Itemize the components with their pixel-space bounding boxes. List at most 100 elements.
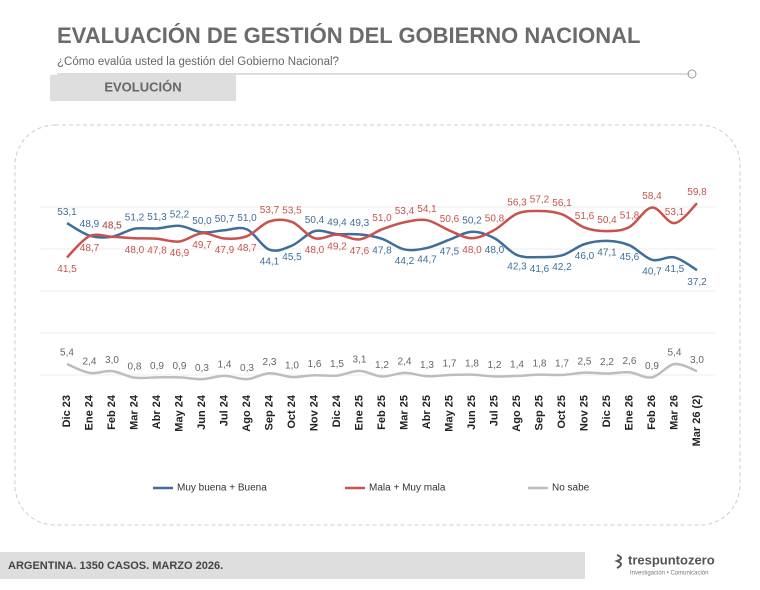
series-line [66, 222, 698, 272]
data-label: 52,2 [170, 209, 190, 220]
x-tick-label: Jun 24 [196, 394, 208, 430]
x-tick-label: Mar 26 [668, 395, 680, 430]
data-label: 53,1 [665, 207, 685, 218]
logo-mark [614, 554, 622, 569]
data-label: 46,0 [575, 251, 595, 262]
data-label: 54,1 [417, 204, 437, 215]
data-label: 5,4 [668, 348, 682, 359]
x-tick-label: Ene 25 [353, 395, 365, 430]
data-label: 41,5 [665, 264, 685, 275]
x-tick-label: Jul 24 [218, 394, 230, 426]
data-label: 3,0 [105, 355, 119, 366]
x-tick-label: Dic 24 [331, 394, 343, 427]
data-label: 2,2 [600, 357, 614, 368]
x-tick-label: Ago 24 [241, 394, 253, 432]
data-label: 0,3 [195, 363, 209, 374]
data-label: 47,9 [215, 245, 235, 256]
x-tick-label: Abr 25 [421, 395, 433, 429]
legend-label: Mala + Muy mala [369, 483, 446, 494]
legend-label: No sabe [552, 483, 590, 494]
x-tick-label: Mar 26 (2) [691, 395, 703, 447]
data-label: 53,5 [282, 206, 302, 217]
x-tick-label: Jul 25 [488, 395, 500, 426]
data-label: 44,1 [260, 256, 280, 267]
data-label: 2,3 [263, 357, 277, 368]
data-label: 50,4 [305, 215, 325, 226]
data-label: 48,7 [237, 243, 257, 254]
data-label: 40,7 [642, 266, 662, 277]
data-label: 44,7 [417, 255, 437, 266]
data-label: 48,0 [305, 245, 325, 256]
data-label: 1,7 [555, 359, 569, 370]
data-label: 53,4 [395, 206, 415, 217]
data-label: 50,0 [192, 216, 212, 227]
rule-end [687, 69, 697, 79]
series-line [66, 362, 698, 381]
data-label: 1,2 [488, 360, 502, 371]
x-tick-label: Sep 25 [533, 395, 545, 430]
x-tick-label: May 24 [173, 394, 185, 432]
data-label: 1,6 [308, 359, 322, 370]
data-label: 47,8 [147, 245, 167, 256]
data-label: 1,2 [375, 360, 389, 371]
data-label: 48,9 [80, 219, 100, 230]
x-tick-label: Jun 25 [466, 395, 478, 430]
data-label: 0,9 [150, 361, 164, 372]
data-label: 47,6 [350, 246, 370, 257]
data-label: 48,5 [102, 220, 122, 231]
x-tick-label: Dic 25 [601, 395, 613, 427]
section-label: EVOLUCIÓN [104, 79, 181, 94]
x-tick-label: Oct 25 [556, 395, 568, 429]
data-label: 51,0 [372, 213, 392, 224]
data-label: 50,6 [440, 214, 460, 225]
data-label: 48,7 [80, 243, 100, 254]
data-label: 37,2 [687, 277, 707, 288]
section-box [50, 75, 236, 101]
data-label: 2,4 [83, 357, 97, 368]
data-label: 41,5 [57, 264, 77, 275]
x-tick-label: Sep 24 [263, 394, 275, 430]
chart-frame [14, 124, 741, 526]
data-label: 48,0 [485, 245, 505, 256]
data-label: 50,7 [215, 214, 235, 225]
chart-subtitle: ¿Cómo evalúa usted la gestión del Gobier… [57, 56, 339, 68]
data-label: 51,0 [237, 213, 257, 224]
data-label: 47,5 [440, 246, 460, 257]
x-tick-label: Nov 24 [308, 394, 320, 431]
data-label: 51,3 [147, 212, 167, 223]
x-tick-label: Feb 26 [646, 395, 658, 430]
x-tick-label: Feb 25 [376, 395, 388, 430]
footer-box [0, 552, 585, 579]
data-label: 47,1 [597, 248, 617, 259]
data-label: 50,2 [462, 215, 482, 226]
data-label: 2,5 [578, 356, 592, 367]
data-label: 51,2 [125, 212, 145, 223]
data-label: 1,0 [285, 361, 299, 372]
data-label: 1,8 [465, 358, 479, 369]
data-label: 1,5 [330, 359, 344, 370]
x-tick-label: Ene 24 [83, 394, 95, 430]
data-label: 49,2 [327, 241, 347, 252]
data-label: 53,1 [57, 207, 77, 218]
x-tick-label: Feb 24 [106, 394, 118, 430]
data-label: 56,3 [507, 197, 527, 208]
data-label: 47,8 [372, 245, 392, 256]
data-label: 59,8 [687, 187, 707, 198]
data-label: 50,4 [597, 215, 617, 226]
data-label: 51,6 [575, 211, 595, 222]
data-label: 0,8 [128, 361, 142, 372]
series-line [66, 202, 698, 259]
logo: trespuntozero [628, 552, 715, 567]
data-label: 53,7 [260, 205, 280, 216]
x-tick-label: Ene 26 [623, 395, 635, 430]
data-label: 1,4 [510, 360, 524, 371]
data-label: 58,4 [642, 191, 662, 202]
data-label: 51,8 [620, 211, 640, 222]
x-tick-label: Nov 25 [578, 395, 590, 431]
logo-tagline: Investigación • Comunicación [630, 571, 708, 577]
data-label: 1,8 [533, 358, 547, 369]
data-label: 3,0 [690, 355, 704, 366]
x-tick-label: Dic 23 [61, 395, 73, 427]
data-label: 0,9 [645, 361, 659, 372]
data-label: 48,5 [102, 220, 122, 231]
